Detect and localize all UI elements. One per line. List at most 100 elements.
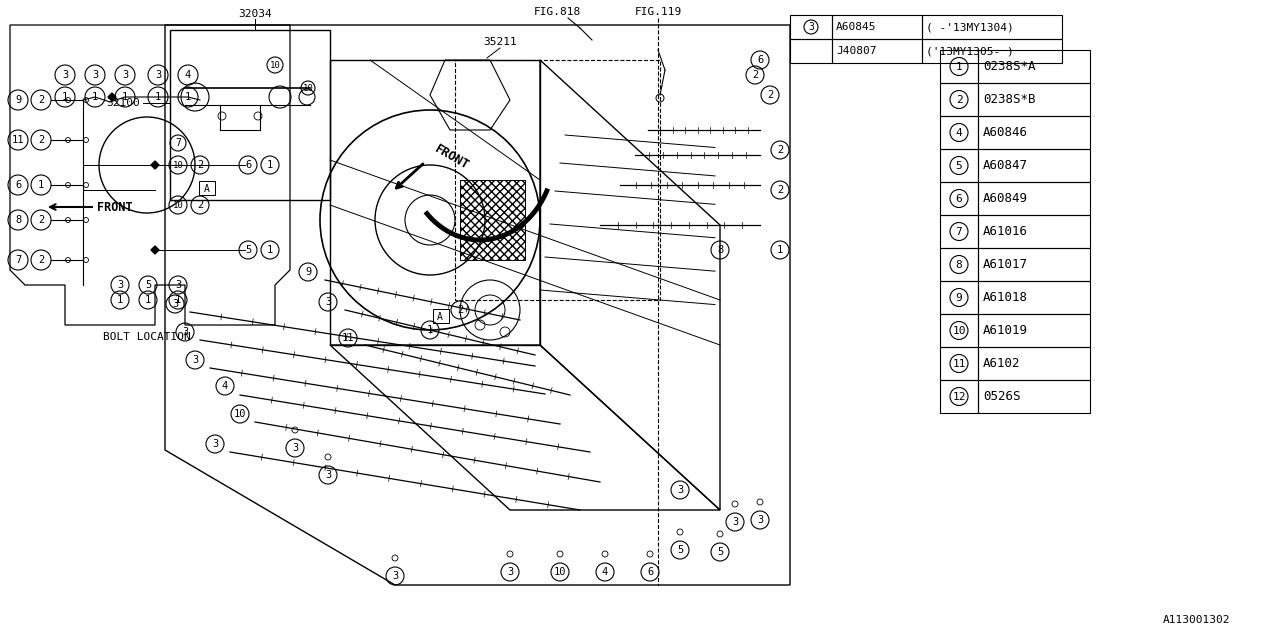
Text: 6: 6 — [956, 193, 963, 204]
Text: 6: 6 — [15, 180, 22, 190]
Bar — [978, 116, 1091, 149]
Text: A60847: A60847 — [983, 159, 1028, 172]
Text: 3: 3 — [756, 515, 763, 525]
Bar — [978, 149, 1091, 182]
Bar — [940, 182, 978, 215]
Text: 3: 3 — [292, 443, 298, 453]
Text: 4: 4 — [602, 567, 608, 577]
Text: 6: 6 — [244, 160, 251, 170]
Text: 10: 10 — [302, 83, 314, 93]
Text: A60846: A60846 — [983, 126, 1028, 139]
Text: 4: 4 — [184, 70, 191, 80]
Text: A: A — [204, 184, 210, 194]
Bar — [940, 347, 978, 380]
Text: 9: 9 — [956, 292, 963, 303]
Bar — [940, 116, 978, 149]
Text: FIG.119: FIG.119 — [635, 7, 682, 17]
Text: 1: 1 — [184, 92, 191, 102]
Text: 1: 1 — [426, 325, 433, 335]
Text: 3: 3 — [192, 355, 198, 365]
Bar — [198, 181, 215, 195]
Bar — [832, 39, 922, 63]
Text: 9: 9 — [305, 267, 311, 277]
Bar — [460, 180, 525, 260]
Text: 1: 1 — [38, 180, 44, 190]
Text: ( -'13MY1304): ( -'13MY1304) — [925, 22, 1014, 32]
Text: 2: 2 — [38, 135, 44, 145]
Text: 2: 2 — [956, 95, 963, 104]
Text: 3: 3 — [677, 485, 684, 495]
Text: 0238S*A: 0238S*A — [983, 60, 1036, 73]
Text: ('13MY1305- ): ('13MY1305- ) — [925, 46, 1014, 56]
Text: 0526S: 0526S — [983, 390, 1020, 403]
Text: A: A — [436, 312, 443, 322]
Text: BOLT LOCATION: BOLT LOCATION — [104, 332, 191, 342]
Text: 3: 3 — [507, 567, 513, 577]
Text: FRONT: FRONT — [97, 200, 133, 214]
Bar — [978, 50, 1091, 83]
Text: 1: 1 — [266, 160, 273, 170]
Text: 1: 1 — [175, 295, 182, 305]
Text: 8: 8 — [717, 245, 723, 255]
Text: 2: 2 — [767, 90, 773, 100]
Bar — [940, 149, 978, 182]
Bar — [978, 380, 1091, 413]
Text: 1: 1 — [61, 92, 68, 102]
Text: 3: 3 — [175, 280, 182, 290]
Text: 3: 3 — [392, 571, 398, 581]
Text: 11: 11 — [12, 135, 24, 145]
Bar — [940, 380, 978, 413]
Text: 1: 1 — [777, 245, 783, 255]
Text: 4: 4 — [956, 127, 963, 138]
Text: 32034: 32034 — [238, 9, 271, 19]
Text: 1: 1 — [122, 92, 128, 102]
Bar — [940, 83, 978, 116]
Text: 3: 3 — [92, 70, 99, 80]
Bar — [922, 39, 1062, 63]
Text: 3: 3 — [325, 297, 332, 307]
Text: 8: 8 — [15, 215, 22, 225]
Text: A61017: A61017 — [983, 258, 1028, 271]
Text: 3: 3 — [325, 470, 332, 480]
Bar — [940, 50, 978, 83]
Bar — [978, 83, 1091, 116]
Text: 3: 3 — [212, 439, 218, 449]
Text: 6: 6 — [646, 567, 653, 577]
Bar — [433, 309, 449, 323]
Polygon shape — [151, 161, 159, 169]
Text: 7: 7 — [956, 227, 963, 237]
Bar — [978, 248, 1091, 281]
Text: A61019: A61019 — [983, 324, 1028, 337]
Text: 7: 7 — [175, 138, 180, 148]
Text: 2: 2 — [777, 145, 783, 155]
Text: A61018: A61018 — [983, 291, 1028, 304]
Polygon shape — [108, 93, 116, 101]
Text: 1: 1 — [116, 295, 123, 305]
Text: 8: 8 — [956, 259, 963, 269]
Text: 2: 2 — [38, 215, 44, 225]
Text: 2: 2 — [197, 160, 204, 170]
Bar — [940, 314, 978, 347]
Text: FRONT: FRONT — [433, 142, 471, 172]
Text: A60845: A60845 — [836, 22, 877, 32]
Text: J40807: J40807 — [836, 46, 877, 56]
Text: 3: 3 — [182, 327, 188, 337]
Bar — [940, 215, 978, 248]
Text: 2: 2 — [38, 255, 44, 265]
Bar — [790, 39, 832, 63]
Text: 5: 5 — [956, 161, 963, 170]
Text: 6: 6 — [756, 55, 763, 65]
Bar — [978, 314, 1091, 347]
Text: 1: 1 — [92, 92, 99, 102]
Bar — [940, 281, 978, 314]
Text: 5: 5 — [677, 545, 684, 555]
Text: 11: 11 — [952, 358, 965, 369]
Text: 10: 10 — [270, 61, 280, 70]
Text: 10: 10 — [173, 200, 183, 209]
Text: 12: 12 — [952, 392, 965, 401]
Text: A6102: A6102 — [983, 357, 1020, 370]
Text: 3: 3 — [116, 280, 123, 290]
Text: 3: 3 — [155, 70, 161, 80]
Text: 11: 11 — [342, 333, 355, 343]
Text: FIG.818: FIG.818 — [534, 7, 581, 17]
